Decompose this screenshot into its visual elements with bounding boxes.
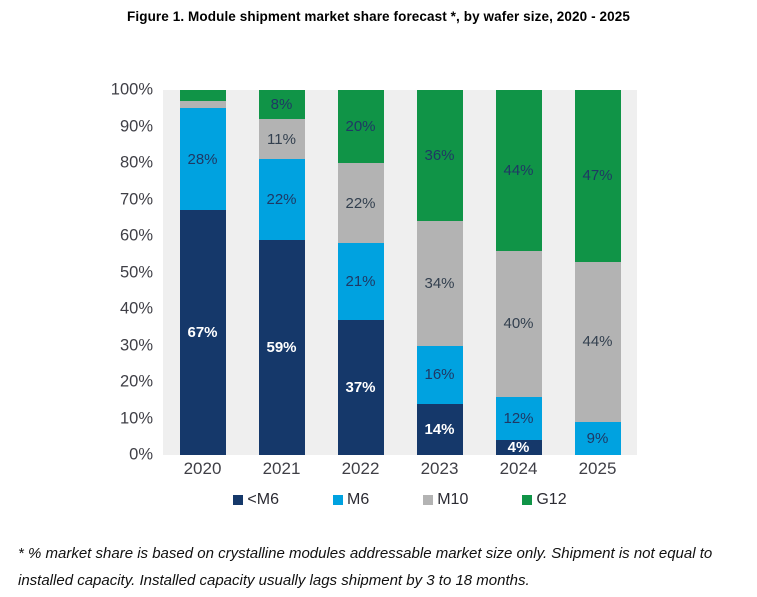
bar-segment-G12: 20% bbox=[337, 90, 384, 164]
bar-segment-M10: 11% bbox=[258, 119, 305, 160]
footnote: * % market share is based on crystalline… bbox=[18, 545, 713, 589]
bar-segment-value-label: 67% bbox=[187, 324, 218, 342]
bar-segment-M10: 22% bbox=[337, 163, 384, 244]
y-axis-tick-label: 0% bbox=[129, 445, 153, 464]
y-axis-tick-label: 90% bbox=[119, 117, 153, 135]
bar-segment-value-label: 20% bbox=[345, 118, 376, 136]
bar-segment-ltM6: 14% bbox=[416, 403, 463, 455]
bar-column-2020: 67% 28% bbox=[163, 90, 242, 455]
bar-segment-value-label: 11% bbox=[267, 130, 296, 148]
legend-item-M10: M10 bbox=[423, 491, 468, 509]
x-axis-label-2025: 2025 bbox=[578, 459, 617, 478]
y-axis-tick-label: 30% bbox=[119, 336, 153, 354]
x-axis-label-2022: 2022 bbox=[341, 459, 380, 478]
bar-column-2025: 9% 44% 47% bbox=[558, 90, 637, 455]
bar-segment-value-label: 4% bbox=[507, 439, 530, 457]
bar-segment-value-label: 8% bbox=[270, 96, 293, 114]
bar-segment-value-label: 47% bbox=[582, 167, 613, 185]
bar-segment-value-label: 22% bbox=[345, 194, 376, 212]
bar-column-2021: 59% 22% 11% 8% bbox=[242, 90, 321, 455]
bar-segment-value-label: 28% bbox=[187, 150, 218, 168]
bar-series-container: 67% 28% 59% 22% 11% 8% 37% 21% 22% 20% 14% 16% 34% 36… bbox=[163, 90, 637, 455]
y-axis-tick-label: 100% bbox=[110, 80, 153, 99]
y-axis-tick-label: 60% bbox=[119, 226, 153, 245]
bar-segment-M10 bbox=[179, 100, 226, 109]
legend-item-ltM6: <M6 bbox=[233, 491, 279, 509]
y-axis-tick-label: 40% bbox=[119, 299, 153, 318]
chart-plot-area: 67% 28% 59% 22% 11% 8% 37% 21% 22% 20% 14% 16% 34% 36… bbox=[163, 90, 637, 455]
stacked-bar-2020: 67% 28% bbox=[179, 90, 226, 455]
x-axis-label-2023: 2023 bbox=[420, 459, 459, 478]
bar-segment-value-label: 21% bbox=[345, 273, 376, 291]
bar-segment-value-label: 36% bbox=[424, 147, 455, 165]
x-axis-label-2021: 2021 bbox=[262, 459, 301, 478]
legend-swatch-icon bbox=[233, 495, 244, 505]
bar-segment-G12: 44% bbox=[495, 90, 542, 251]
x-axis-label-2020: 2020 bbox=[183, 459, 222, 478]
bar-segment-value-label: 16% bbox=[424, 366, 455, 384]
y-axis-tick-label: 50% bbox=[119, 263, 153, 281]
bar-segment-value-label: 14% bbox=[424, 420, 455, 438]
legend-item-M6: M6 bbox=[332, 491, 370, 509]
bar-segment-ltM6: 59% bbox=[258, 239, 305, 455]
bar-segment-ltM6: 67% bbox=[179, 210, 226, 455]
bar-segment-M10: 40% bbox=[495, 250, 542, 397]
bar-segment-M6: 9% bbox=[574, 422, 621, 455]
bar-segment-G12: 47% bbox=[574, 90, 621, 262]
legend: <M6 M6 M10 G12 bbox=[163, 491, 637, 509]
bar-segment-M6: 21% bbox=[337, 243, 384, 320]
bar-segment-value-label: 12% bbox=[503, 410, 534, 427]
stacked-bar-2023: 14% 16% 34% 36% bbox=[416, 90, 463, 455]
bar-segment-ltM6: 4% bbox=[495, 439, 542, 457]
bar-segment-value-label: 59% bbox=[266, 338, 297, 356]
figure-title: Figure 1. Module shipment market share f… bbox=[127, 9, 630, 24]
bar-column-2024: 4% 12% 40% 44% bbox=[479, 90, 558, 455]
bar-segment-value-label: 22% bbox=[266, 191, 297, 208]
bar-segment-value-label: 37% bbox=[345, 378, 376, 396]
legend-item-G12: G12 bbox=[522, 491, 567, 509]
bar-segment-G12: 8% bbox=[258, 90, 305, 120]
stacked-bar-2025: 9% 44% 47% bbox=[574, 90, 621, 455]
bar-segment-value-label: 44% bbox=[503, 161, 534, 179]
x-axis-label-2024: 2024 bbox=[499, 459, 538, 478]
bar-segment-ltM6: 37% bbox=[337, 319, 384, 455]
legend-item-label: G12 bbox=[536, 491, 567, 508]
legend-item-label: M6 bbox=[346, 491, 370, 508]
bar-segment-M6: 12% bbox=[495, 396, 542, 441]
bar-segment-M6: 28% bbox=[179, 108, 226, 211]
y-axis-tick-label: 80% bbox=[119, 153, 153, 172]
y-axis-tick-label: 70% bbox=[119, 190, 153, 208]
bar-segment-value-label: 44% bbox=[582, 333, 613, 351]
bar-segment-M6: 16% bbox=[416, 345, 463, 404]
bar-column-2022: 37% 21% 22% 20% bbox=[321, 90, 400, 455]
bar-segment-M6: 22% bbox=[258, 159, 305, 240]
bar-segment-value-label: 9% bbox=[586, 430, 609, 448]
bar-segment-G12 bbox=[179, 90, 226, 101]
bar-column-2023: 14% 16% 34% 36% bbox=[400, 90, 479, 455]
x-axis: 2020 2021 2022 2023 2024 2025 bbox=[163, 459, 637, 479]
stacked-bar-2024: 4% 12% 40% 44% bbox=[495, 90, 542, 457]
stacked-bar-2022: 37% 21% 22% 20% bbox=[337, 90, 384, 455]
y-axis: 100% 90% 80% 70% 60% 50% 40% 30% 20% 10% 0% bbox=[0, 81, 153, 464]
stacked-bar-2021: 59% 22% 11% 8% bbox=[258, 90, 305, 455]
bar-segment-G12: 36% bbox=[416, 90, 463, 222]
legend-swatch-icon bbox=[423, 495, 434, 505]
bar-segment-M10: 34% bbox=[416, 221, 463, 346]
bar-segment-M10: 44% bbox=[574, 261, 621, 423]
bar-segment-value-label: 34% bbox=[424, 274, 455, 292]
legend-item-label: M10 bbox=[437, 491, 469, 508]
y-axis-tick-label: 20% bbox=[119, 372, 153, 391]
legend-item-label: <M6 bbox=[247, 491, 279, 508]
bar-segment-value-label: 40% bbox=[503, 315, 534, 333]
legend-swatch-icon bbox=[332, 495, 343, 505]
y-axis-tick-label: 10% bbox=[119, 409, 153, 427]
legend-swatch-icon bbox=[522, 495, 533, 505]
